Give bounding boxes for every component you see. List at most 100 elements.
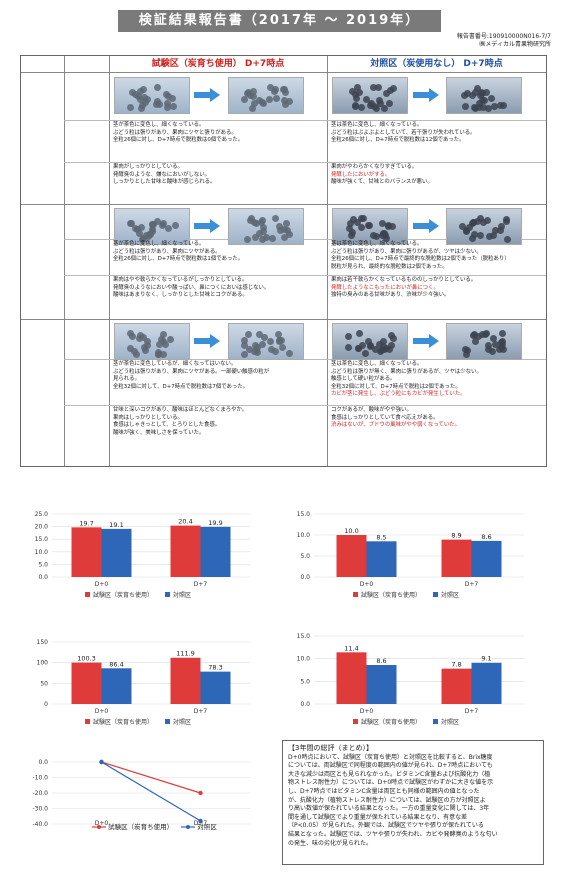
grape bbox=[481, 97, 488, 104]
grape bbox=[492, 227, 499, 234]
legend-label: 試験区（炭育ち使用） bbox=[93, 718, 153, 726]
grape bbox=[371, 103, 378, 110]
grape-photo bbox=[446, 208, 522, 245]
grape bbox=[370, 232, 377, 239]
grape bbox=[280, 86, 287, 93]
grape bbox=[158, 336, 165, 343]
legend-label: 試験区（炭育ち使用） bbox=[93, 591, 153, 599]
grape bbox=[503, 216, 510, 223]
grape bbox=[155, 351, 162, 358]
bar bbox=[471, 540, 502, 577]
grape bbox=[471, 231, 478, 238]
grape bbox=[140, 334, 147, 341]
text-line: 果肉は若干軟らかくなっているもののしっかりとしている。 bbox=[331, 277, 477, 283]
grape bbox=[356, 89, 363, 96]
grape bbox=[389, 223, 396, 230]
text-line: 全粒26個に対し、D+7時点で最終的な脱粒数は2個であった（脱粒あり） bbox=[331, 256, 510, 262]
chart-svg: 0.0 5.0 10.0 15.0 D+0 D+7 11.4 7.8 8.6 9.1 試験区（炭育ち… bbox=[297, 633, 524, 726]
grape bbox=[376, 341, 383, 348]
grape bbox=[170, 103, 177, 110]
y-tick-label: 15.0 bbox=[297, 633, 311, 640]
y-tick-label: 15.0 bbox=[297, 511, 311, 518]
grape bbox=[356, 330, 363, 337]
grape bbox=[472, 105, 479, 112]
grape bbox=[127, 220, 134, 227]
grape bbox=[156, 341, 163, 348]
chart-svg: 0 50 100 150 D+0 D+7 100.3 111.9 86.4 78.3 試験区（炭育ち… bbox=[37, 639, 250, 726]
y-tick-label: 0.0 bbox=[300, 701, 310, 708]
grape bbox=[349, 88, 356, 95]
grape bbox=[367, 343, 374, 350]
grape bbox=[138, 224, 145, 231]
test-legend-swatch bbox=[92, 825, 106, 829]
legend-label: 試験区（炭育ち使用） bbox=[361, 591, 421, 599]
grape bbox=[488, 95, 495, 102]
y-tick-label: 15.0 bbox=[35, 536, 49, 543]
grape-photo bbox=[228, 77, 304, 114]
grape bbox=[275, 331, 282, 338]
series-line bbox=[101, 761, 201, 822]
data-label: 111.9 bbox=[176, 650, 195, 658]
grape bbox=[272, 215, 279, 222]
grape bbox=[383, 90, 390, 97]
grape bbox=[266, 96, 273, 103]
data-point bbox=[99, 759, 104, 765]
control-result-text: 茎は茶色に変色し、細くなっている。 ぶどう粒は張りが無く、果肉に張りがあるが、ツヤ… bbox=[331, 361, 482, 399]
grape bbox=[132, 91, 139, 98]
y-tick-label: 0.0 bbox=[38, 759, 48, 766]
chart-legend: 試験区（炭育ち使用） 対照区 bbox=[85, 718, 191, 726]
chart-legend: 試験区（炭育ち使用） 対照区 bbox=[85, 591, 191, 599]
data-label: 19.1 bbox=[109, 521, 123, 529]
grape-photo bbox=[114, 208, 190, 245]
grape bbox=[381, 230, 388, 237]
grape bbox=[362, 350, 369, 357]
data-label: 8.6 bbox=[481, 533, 491, 541]
data-label: 8.5 bbox=[376, 533, 386, 541]
grape bbox=[381, 105, 388, 112]
x-tick-label: D+0 bbox=[360, 708, 374, 715]
grape bbox=[160, 351, 167, 358]
grape bbox=[358, 104, 365, 111]
grape bbox=[286, 350, 293, 357]
grape bbox=[129, 333, 136, 340]
data-label: 7.8 bbox=[451, 661, 461, 669]
x-tick-label: D+0 bbox=[95, 708, 109, 715]
data-label: 19.9 bbox=[208, 519, 222, 527]
grape bbox=[167, 336, 174, 343]
bar bbox=[101, 668, 132, 704]
grape bbox=[143, 232, 150, 239]
grape bbox=[139, 102, 146, 109]
control-result-text: 茎は茶色に変色し、細くなっている。 ぶどう粒はぶよぶよとしていて、若干張りが失われ… bbox=[331, 122, 476, 145]
grape bbox=[286, 98, 293, 105]
bar bbox=[366, 541, 397, 577]
grape bbox=[150, 221, 157, 228]
data-label: 78.3 bbox=[208, 664, 222, 672]
grape bbox=[470, 219, 477, 226]
legend-swatch bbox=[433, 719, 438, 724]
grape bbox=[499, 330, 506, 337]
grape-photo bbox=[114, 323, 190, 360]
grape bbox=[281, 234, 288, 241]
grape bbox=[163, 91, 170, 98]
grape bbox=[249, 105, 256, 112]
grape bbox=[504, 236, 511, 243]
grape bbox=[354, 84, 361, 91]
bar bbox=[366, 665, 397, 704]
data-point bbox=[198, 790, 203, 796]
grape bbox=[352, 91, 359, 98]
grape bbox=[368, 100, 375, 107]
control-taste-text: 果肉は若干軟らかくなっているもののしっかりとしている。 発酵したようなこもったにお… bbox=[331, 277, 476, 300]
grape bbox=[282, 101, 289, 108]
grape bbox=[260, 228, 267, 235]
grape bbox=[350, 216, 357, 223]
grape bbox=[500, 102, 507, 109]
grape bbox=[347, 220, 354, 227]
y-tick-label: 25.0 bbox=[35, 511, 49, 518]
test-taste-text: 果肉がしっかりとしている。 発酵臭のような、嫌なにおいがしない。 しっかりとした甘味… bbox=[113, 164, 215, 187]
y-tick-label: 0.0 bbox=[38, 574, 48, 581]
grape bbox=[500, 346, 507, 353]
bar bbox=[71, 662, 102, 704]
grape bbox=[154, 84, 161, 91]
grape bbox=[267, 84, 274, 91]
legend-swatch bbox=[165, 719, 170, 724]
